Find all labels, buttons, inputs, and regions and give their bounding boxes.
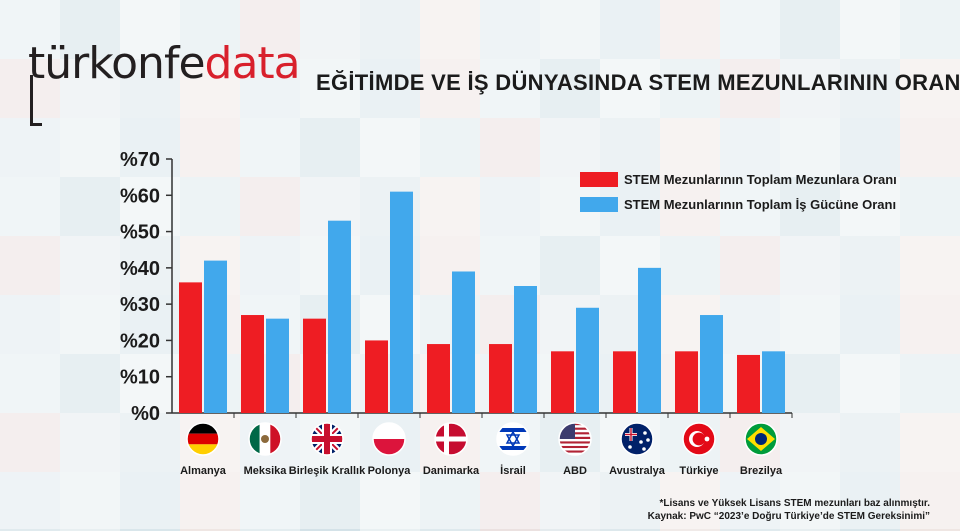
footnote-note: *Lisans ve Yüksek Lisans STEM mezunları … xyxy=(659,498,930,509)
bar-graduates xyxy=(179,282,202,413)
mexico-flag-icon xyxy=(248,422,282,456)
logo-bar xyxy=(30,75,33,125)
bar-graduates xyxy=(489,344,512,413)
bar-workforce xyxy=(328,220,351,413)
y-tick-label: %30 xyxy=(120,294,160,316)
x-tick-label: Danimarka xyxy=(423,465,480,477)
x-tick-label: Meksika xyxy=(244,465,288,477)
legend-swatch xyxy=(580,197,618,212)
bar-workforce xyxy=(762,351,785,413)
bar-workforce xyxy=(204,260,227,413)
x-tick-label: ABD xyxy=(563,465,587,477)
x-tick-label: Almanya xyxy=(180,465,227,477)
y-tick-label: %70 xyxy=(120,149,160,171)
germany-flag-icon xyxy=(186,422,220,456)
bar-workforce xyxy=(514,286,537,413)
logo-accent: data xyxy=(204,38,301,89)
logo-prefix: türkonfe xyxy=(28,38,206,89)
legend-label: STEM Mezunlarının Toplam Mezunlara Oranı xyxy=(624,172,897,187)
denmark-flag-icon xyxy=(434,422,468,456)
bar-graduates xyxy=(427,344,450,413)
bar-workforce xyxy=(452,271,475,413)
x-tick-label: Polonya xyxy=(368,465,412,477)
bar-graduates xyxy=(303,318,326,413)
footnote-source: Kaynak: PwC “2023’e Doğru Türkiye’de STE… xyxy=(647,511,930,522)
y-tick-label: %60 xyxy=(120,185,160,207)
bar-workforce xyxy=(576,307,599,413)
logo: türkonfedata xyxy=(28,38,301,89)
x-tick-label: Türkiye xyxy=(679,465,718,477)
usa-flag-icon xyxy=(558,422,592,456)
legend-label: STEM Mezunlarının Toplam İş Gücüne Oranı xyxy=(624,197,896,212)
y-tick-label: %0 xyxy=(131,403,160,425)
y-tick-label: %20 xyxy=(120,330,160,352)
bar-graduates xyxy=(737,354,760,413)
bar-workforce xyxy=(638,267,661,413)
bar-graduates xyxy=(613,351,636,413)
turkey-flag-icon xyxy=(682,422,716,456)
bar-graduates xyxy=(365,340,388,413)
y-tick-label: %40 xyxy=(120,258,160,280)
bar-workforce xyxy=(266,318,289,413)
israel-flag-icon xyxy=(496,422,530,456)
brazil-flag-icon xyxy=(744,422,778,456)
logo-bar-foot xyxy=(30,123,42,126)
uk-flag-icon xyxy=(310,422,344,456)
australia-flag-icon xyxy=(620,422,654,456)
x-tick-label: Brezilya xyxy=(740,465,783,477)
footnote: *Lisans ve Yüksek Lisans STEM mezunları … xyxy=(648,497,930,523)
chart-title: EĞİTİMDE VE İŞ DÜNYASINDA STEM MEZUNLARI… xyxy=(316,70,960,95)
bar-workforce xyxy=(700,315,723,413)
y-tick-label: %10 xyxy=(120,367,160,389)
y-tick-label: %50 xyxy=(120,222,160,244)
legend-swatch xyxy=(580,172,618,187)
x-tick-label: Birleşik Krallık xyxy=(289,465,366,477)
x-tick-label: İsrail xyxy=(500,464,526,477)
bar-graduates xyxy=(241,315,264,413)
bar-workforce xyxy=(390,191,413,413)
bar-graduates xyxy=(551,351,574,413)
x-tick-label: Avustralya xyxy=(609,465,666,477)
poland-flag-icon xyxy=(372,422,406,456)
bar-graduates xyxy=(675,351,698,413)
